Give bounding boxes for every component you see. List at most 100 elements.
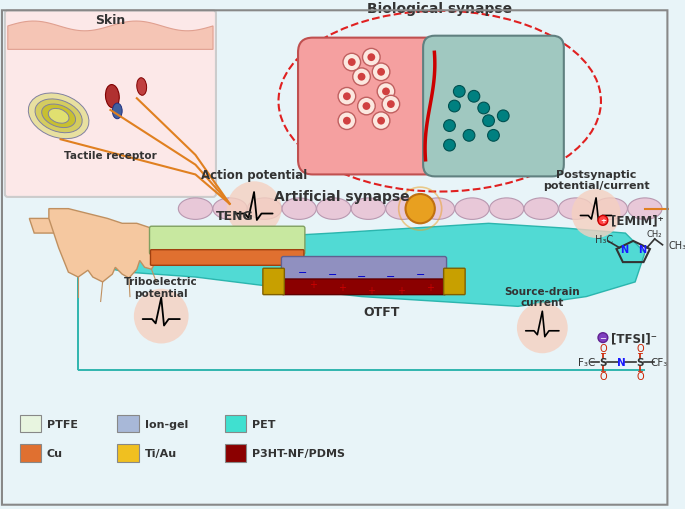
Text: Postsynaptic
potential/current: Postsynaptic potential/current — [543, 169, 649, 191]
Circle shape — [227, 182, 282, 237]
FancyBboxPatch shape — [263, 269, 284, 295]
Text: O: O — [636, 344, 644, 354]
Circle shape — [382, 96, 399, 114]
Circle shape — [444, 140, 456, 152]
Text: Action potential: Action potential — [201, 168, 307, 182]
FancyBboxPatch shape — [423, 37, 564, 177]
FancyBboxPatch shape — [149, 227, 305, 255]
Polygon shape — [49, 209, 158, 282]
Text: −: − — [416, 270, 425, 279]
Text: O: O — [599, 371, 607, 381]
Text: CH₃: CH₃ — [669, 240, 685, 250]
Text: +: + — [426, 282, 434, 292]
Ellipse shape — [28, 94, 89, 139]
Circle shape — [463, 130, 475, 142]
Circle shape — [377, 69, 385, 76]
Ellipse shape — [282, 199, 316, 220]
Ellipse shape — [48, 109, 69, 124]
Text: N: N — [621, 244, 628, 254]
Circle shape — [488, 130, 499, 142]
Circle shape — [478, 103, 490, 115]
Ellipse shape — [455, 199, 489, 220]
Ellipse shape — [316, 199, 351, 220]
Text: [EMIM]⁺: [EMIM]⁺ — [611, 214, 664, 228]
Ellipse shape — [421, 199, 455, 220]
Circle shape — [362, 103, 371, 111]
Circle shape — [483, 116, 495, 127]
Ellipse shape — [35, 100, 82, 133]
Ellipse shape — [247, 199, 282, 220]
Circle shape — [406, 194, 435, 224]
Text: +: + — [600, 218, 606, 224]
Circle shape — [358, 98, 375, 116]
Text: O: O — [636, 371, 644, 381]
Circle shape — [338, 112, 356, 130]
Text: Biological synapse: Biological synapse — [367, 3, 512, 16]
Text: Triboelectric
potential: Triboelectric potential — [125, 276, 198, 298]
FancyBboxPatch shape — [298, 39, 454, 175]
Circle shape — [453, 87, 465, 98]
Circle shape — [517, 303, 568, 354]
Ellipse shape — [112, 104, 122, 120]
Text: −: − — [357, 271, 366, 281]
Text: CH₂: CH₂ — [647, 229, 662, 238]
Circle shape — [348, 59, 356, 67]
Circle shape — [134, 289, 188, 344]
Text: −: − — [386, 271, 395, 281]
Text: +: + — [367, 285, 375, 295]
Circle shape — [367, 54, 375, 62]
FancyBboxPatch shape — [282, 257, 447, 282]
Circle shape — [343, 93, 351, 101]
Text: P3HT-NF/PDMS: P3HT-NF/PDMS — [252, 448, 345, 458]
Circle shape — [444, 121, 456, 132]
Text: +: + — [397, 285, 405, 295]
FancyBboxPatch shape — [151, 250, 304, 266]
Text: Source-drain
current: Source-drain current — [505, 286, 580, 308]
Polygon shape — [78, 224, 645, 370]
Text: Ion-gel: Ion-gel — [145, 419, 188, 429]
Text: Cu: Cu — [47, 448, 63, 458]
Circle shape — [343, 118, 351, 125]
Ellipse shape — [559, 199, 593, 220]
FancyBboxPatch shape — [20, 415, 41, 433]
Circle shape — [373, 112, 390, 130]
FancyBboxPatch shape — [117, 415, 139, 433]
FancyBboxPatch shape — [20, 444, 41, 462]
Text: +: + — [309, 279, 316, 289]
Circle shape — [449, 101, 460, 112]
Text: +: + — [338, 282, 346, 292]
Text: N: N — [638, 244, 646, 254]
FancyBboxPatch shape — [225, 415, 246, 433]
FancyBboxPatch shape — [5, 11, 216, 197]
Text: O: O — [599, 344, 607, 354]
Text: CF₃: CF₃ — [650, 357, 667, 367]
Ellipse shape — [490, 199, 524, 220]
Text: S: S — [599, 357, 607, 367]
Text: −: − — [599, 333, 606, 343]
Text: −: − — [327, 270, 337, 279]
Text: N: N — [617, 357, 626, 367]
Ellipse shape — [137, 78, 147, 96]
Polygon shape — [29, 219, 68, 234]
Ellipse shape — [628, 199, 662, 220]
Text: F₃C: F₃C — [577, 357, 595, 367]
FancyBboxPatch shape — [282, 279, 445, 295]
Ellipse shape — [178, 199, 212, 220]
Text: Tactile receptor: Tactile receptor — [64, 151, 157, 160]
Circle shape — [598, 333, 608, 343]
Circle shape — [353, 69, 371, 87]
Text: −: − — [298, 268, 308, 277]
Circle shape — [382, 88, 390, 96]
Circle shape — [373, 64, 390, 81]
Ellipse shape — [105, 86, 119, 109]
Circle shape — [598, 216, 608, 226]
Text: Artificial synapse: Artificial synapse — [274, 189, 410, 204]
Ellipse shape — [42, 105, 75, 128]
Circle shape — [468, 91, 479, 103]
Polygon shape — [8, 22, 213, 50]
Text: H₃C: H₃C — [595, 235, 613, 244]
FancyBboxPatch shape — [444, 269, 465, 295]
Ellipse shape — [351, 199, 386, 220]
Circle shape — [343, 54, 360, 72]
Ellipse shape — [386, 199, 420, 220]
